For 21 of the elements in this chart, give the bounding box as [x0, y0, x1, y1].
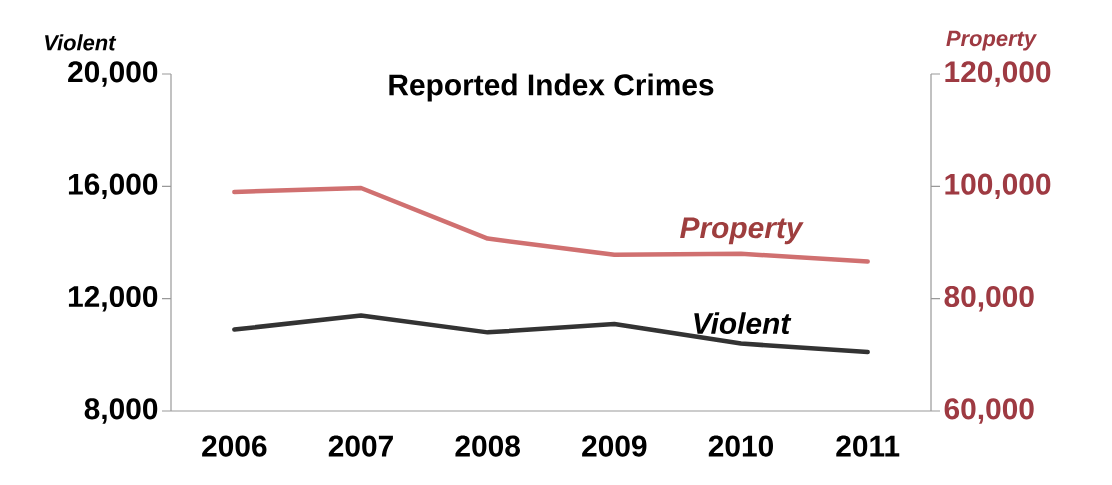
y-tick-label: 8,000	[84, 398, 158, 424]
series-label: Violent	[694, 312, 792, 335]
x-tick-label: 2007	[328, 435, 393, 457]
line-series	[232, 313, 870, 355]
x-tick-label: 2011	[836, 435, 900, 457]
x-tick-label: 2009	[582, 435, 647, 457]
chart-title: Reported Index Crimes	[389, 73, 714, 102]
y2-tick-label: 80,000	[944, 285, 1034, 312]
y-axis-title: Violent	[45, 34, 117, 51]
y-tick-label: 20,000	[68, 61, 158, 87]
x-tick-label: 2010	[708, 435, 773, 457]
x-tick-label: 2006	[202, 435, 267, 457]
y-tick-label: 12,000	[68, 285, 158, 312]
line-series	[232, 185, 870, 264]
y2-axis-title: Property	[946, 30, 1037, 51]
y2-tick-label: 100,000	[945, 173, 1051, 200]
y-tick-label: 16,000	[68, 173, 158, 200]
series-label: Property	[680, 217, 804, 245]
y2-tick-label: 60,000	[944, 398, 1034, 424]
y2-tick-label: 120,000	[945, 61, 1051, 87]
x-tick-label: 2008	[455, 435, 520, 457]
